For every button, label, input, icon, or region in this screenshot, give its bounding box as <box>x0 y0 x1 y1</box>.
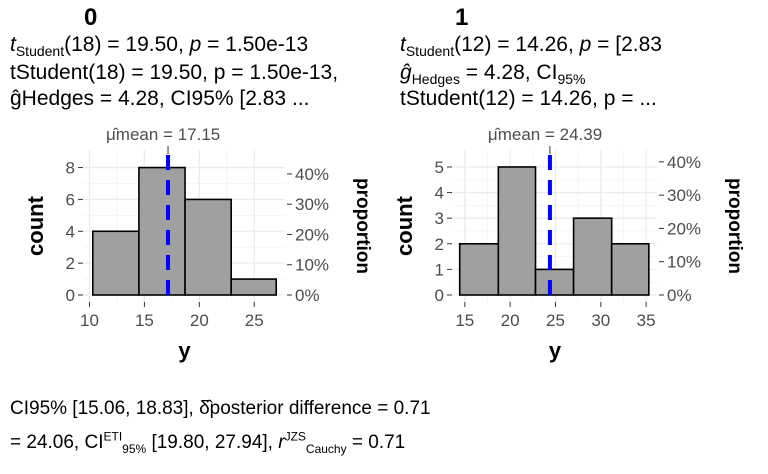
y2-axis-title: proportion <box>352 178 373 274</box>
histogram-bar <box>458 242 500 296</box>
subtitle-0-full: tStudent(18) = 19.50, p = 1.50e-13, ĝHed… <box>10 61 339 110</box>
caption-sup: ETI <box>103 429 123 444</box>
x-tick-label: 35 <box>637 311 656 330</box>
y-tick-label: 2 <box>435 235 444 254</box>
y2-tick-label: 40% <box>667 153 701 172</box>
y-tick-label: 4 <box>435 184 444 203</box>
caption-r-sub: Cauchy <box>305 441 347 456</box>
y2-tick-label: 30% <box>667 186 701 205</box>
effect-subscript: Hedges <box>411 71 460 88</box>
y2-tick-label: 30% <box>295 195 329 214</box>
histogram-bar <box>138 166 186 296</box>
y2-tick-label: 10% <box>295 256 329 275</box>
histogram-bar <box>230 278 278 296</box>
y-tick-label: 2 <box>66 254 75 273</box>
stat-subscript: Student <box>15 43 65 60</box>
caption-sub: 95% <box>122 441 147 456</box>
stat-symbol: t <box>400 33 406 56</box>
y-tick-label: 1 <box>435 260 444 279</box>
y2-tick-label: 10% <box>667 253 701 272</box>
ci-subscript: 95% <box>557 71 586 88</box>
panel-title-0: 0 <box>84 4 98 31</box>
y-axis-title: count <box>392 195 417 256</box>
p-value: = [2.83 <box>591 33 662 56</box>
y2-tick-label: 20% <box>295 225 329 244</box>
caption-r: r <box>278 432 285 453</box>
mean-label: μ̂mean = 24.39 <box>488 125 602 144</box>
y2-tick-label: 40% <box>295 165 329 184</box>
histogram-bar <box>497 166 537 296</box>
stat-value: (12) = 14.26, <box>454 33 580 56</box>
mean-label: μ̂mean = 17.15 <box>106 125 220 144</box>
p-symbol: p <box>189 33 202 56</box>
y2-tick-label: 20% <box>667 219 701 238</box>
x-axis-title: y <box>178 338 191 363</box>
x-tick-label: 25 <box>245 311 264 330</box>
stat-symbol: t <box>10 33 16 56</box>
y2-tick-label: 0% <box>295 286 320 305</box>
subtitle-1-effect: ĝHedges = 4.28, CI95% <box>400 60 585 86</box>
histogram-bar <box>91 230 140 296</box>
y-tick-label: 8 <box>66 159 75 178</box>
histogram-bar <box>572 217 613 296</box>
panel-title-1: 1 <box>455 4 469 31</box>
histogram-bar <box>184 198 232 296</box>
y-tick-label: 6 <box>66 190 75 209</box>
y-tick-label: 5 <box>435 158 444 177</box>
y-tick-label: 0 <box>435 286 444 305</box>
x-tick-label: 20 <box>190 311 209 330</box>
caption-estimate: = 24.06, CI <box>10 432 104 453</box>
y2-axis-title: proportion <box>724 178 745 274</box>
caption: = 24.06, CIETI95% [19.80, 27.94], rJZSCa… <box>10 430 405 456</box>
subtitle-1: tStudent(12) = 14.26, p = [2.83 <box>400 32 662 58</box>
p-value: = 1.50e-13 <box>201 33 309 56</box>
effect-value: = 4.28, CI <box>459 61 558 84</box>
x-tick-label: 30 <box>591 311 610 330</box>
caption-r-value: = 0.71 <box>346 432 406 453</box>
y-tick-label: 4 <box>66 222 75 241</box>
subtitle-0: tStudent(18) = 19.50, p = 1.50e-13 <box>10 32 308 58</box>
x-tick-label: 10 <box>80 311 99 330</box>
subtitle-1-full: tStudent(12) = 14.26, p = ... <box>400 87 657 110</box>
caption-bayes-left: CI95% [15.06, 18.83], δ̂posterior differ… <box>10 398 431 419</box>
x-tick-label: 15 <box>135 311 154 330</box>
stat-value: (18) = 19.50, <box>64 33 190 56</box>
x-axis-title: y <box>549 338 562 363</box>
y2-tick-label: 0% <box>667 286 692 305</box>
histogram-bar <box>534 268 575 296</box>
histogram-bar <box>610 242 650 296</box>
caption-ci: [19.80, 27.94], <box>146 432 279 453</box>
x-tick-label: 25 <box>546 311 565 330</box>
caption-r-sup: JZS <box>284 429 306 444</box>
p-symbol: p <box>579 33 592 56</box>
y-tick-label: 0 <box>66 286 75 305</box>
x-tick-label: 15 <box>455 311 474 330</box>
stat-subscript: Student <box>405 43 455 60</box>
effect-symbol: ĝ <box>400 61 412 84</box>
y-tick-label: 3 <box>435 209 444 228</box>
x-tick-label: 20 <box>501 311 520 330</box>
y-axis-title: count <box>23 195 48 256</box>
